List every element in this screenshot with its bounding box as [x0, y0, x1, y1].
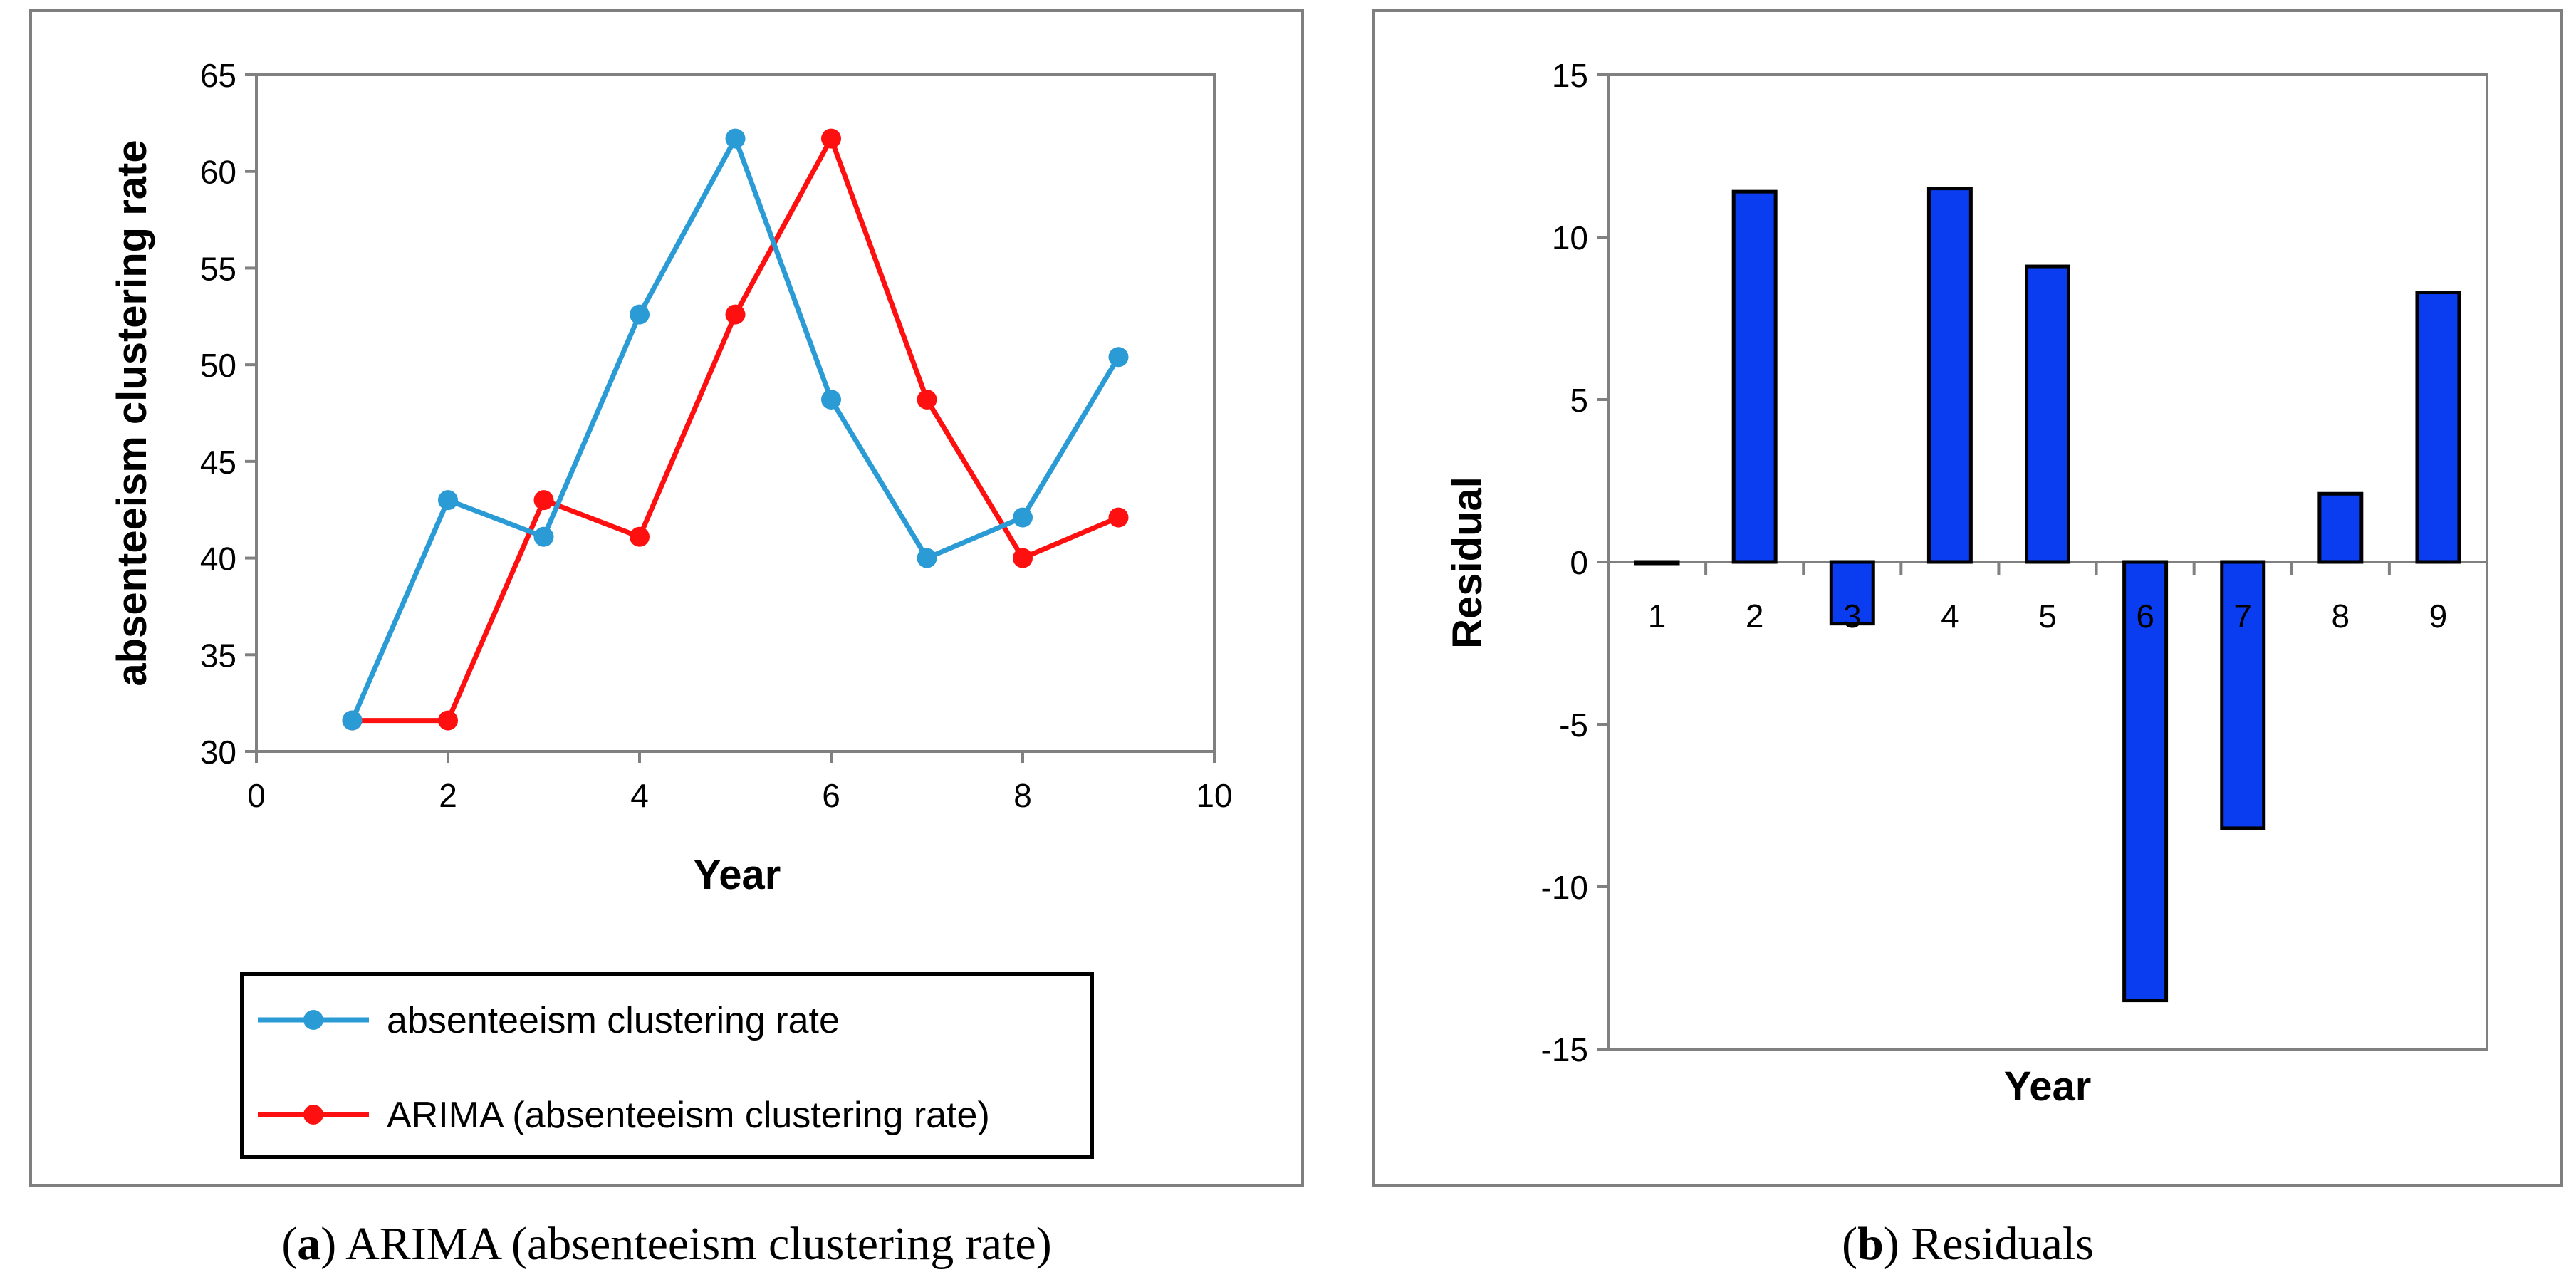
category-label: 9 [2429, 598, 2448, 635]
legend-box [240, 972, 1094, 1159]
x-tick-label: 6 [822, 777, 840, 814]
data-point [1108, 507, 1129, 528]
y-tick-label: 40 [200, 541, 236, 578]
y-axis-label-b: Residual [1444, 476, 1491, 649]
y-tick-label: 45 [200, 444, 236, 481]
legend-a: absenteeism clustering rate ARIMA (absen… [240, 972, 1094, 1159]
y-tick-label: 50 [200, 347, 236, 384]
data-point [725, 128, 746, 149]
data-point [1108, 347, 1129, 368]
data-point [630, 304, 650, 325]
legend-marker-actual [303, 1010, 323, 1030]
y-ticks-b: -15 -10 -5 0 5 10 15 [1541, 57, 1608, 1068]
data-point [1013, 548, 1033, 568]
x-tick-label: 0 [247, 777, 266, 814]
category-label: 6 [2136, 598, 2154, 635]
plot-area-a [255, 73, 1216, 753]
legend-marker-arima [303, 1105, 323, 1125]
y-tick-label: 0 [1570, 544, 1588, 581]
x-tick-label: 10 [1196, 777, 1232, 814]
x-axis-label-b: Year [2004, 1063, 2092, 1110]
data-point [630, 526, 650, 547]
y-tick-label: -15 [1541, 1031, 1588, 1068]
y-tick-label: 35 [200, 637, 236, 674]
y-tick-label: 5 [1570, 382, 1588, 419]
bar [1731, 189, 1778, 564]
legend-label-actual: absenteeism clustering rate [387, 1000, 840, 1041]
bars-group-b [1607, 187, 2488, 1003]
category-label: 8 [2332, 598, 2350, 635]
panel-a: 30 35 40 45 50 55 60 65 0 2 4 6 8 10 absenteeism clu… [29, 9, 1304, 1187]
y-tick-label: 15 [1552, 57, 1588, 94]
data-point [917, 548, 937, 568]
data-point [725, 304, 746, 325]
legend-item-arima: ARIMA (absenteeism clustering rate) [258, 1095, 990, 1136]
y-tick-label: 60 [200, 154, 236, 191]
bar [2317, 491, 2364, 564]
y-tick-label: 30 [200, 734, 236, 771]
data-point [821, 128, 841, 149]
bar [2122, 560, 2169, 1003]
x-tick-label: 8 [1013, 777, 1032, 814]
category-label: 4 [1941, 598, 1959, 635]
y-tick-label: 65 [200, 57, 236, 94]
x-tick-label: 4 [630, 777, 649, 814]
category-label: 7 [2233, 598, 2252, 635]
series-group-a [342, 128, 1129, 731]
y-axis-label-a: absenteeism clustering rate [109, 140, 155, 686]
bar [1634, 560, 1680, 566]
data-point [533, 526, 554, 547]
legend-label-arima: ARIMA (absenteeism clustering rate) [387, 1095, 990, 1136]
category-label: 2 [1746, 598, 1764, 635]
category-labels-b: 1 2 3 4 5 6 7 8 9 [1648, 598, 2447, 635]
data-point [438, 490, 458, 511]
category-label: 3 [1843, 598, 1862, 635]
caption-b-letter: b [1857, 1218, 1884, 1270]
caption-a-letter: a [297, 1218, 320, 1270]
bar [1829, 560, 1875, 626]
data-point [533, 490, 554, 511]
y-tick-label: -10 [1541, 869, 1588, 906]
data-point [438, 710, 458, 731]
category-label: 5 [2038, 598, 2057, 635]
y-tick-label: 55 [200, 250, 236, 287]
y-ticks-a: 30 35 40 45 50 55 60 65 [200, 57, 256, 771]
panel-b: -15 -10 -5 0 5 10 15 1 2 3 4 5 6 7 8 9 Residual Year [1372, 9, 2563, 1187]
data-point [342, 710, 363, 731]
bar [1926, 187, 1973, 564]
y-tick-label: 10 [1552, 219, 1588, 256]
x-axis-label-a: Year [694, 852, 781, 898]
caption-a-text: ) ARIMA (absenteeism clustering rate) [320, 1218, 1051, 1270]
bar [2220, 560, 2266, 830]
data-point [1013, 507, 1033, 528]
caption-a: (a) ARIMA (absenteeism clustering rate) [281, 1218, 1051, 1270]
x-tick-label: 2 [439, 777, 457, 814]
category-label: 1 [1648, 598, 1667, 635]
bar [2415, 291, 2461, 564]
caption-b-text: ) Residuals [1884, 1218, 2094, 1270]
legend-item-actual: absenteeism clustering rate [258, 1000, 840, 1041]
data-point [917, 390, 937, 410]
y-tick-label: -5 [1559, 707, 1588, 744]
x-ticks-a: 0 2 4 6 8 10 [247, 751, 1233, 814]
data-point [821, 390, 841, 410]
caption-b: (b) Residuals [1842, 1218, 2094, 1270]
bar [2025, 264, 2070, 564]
